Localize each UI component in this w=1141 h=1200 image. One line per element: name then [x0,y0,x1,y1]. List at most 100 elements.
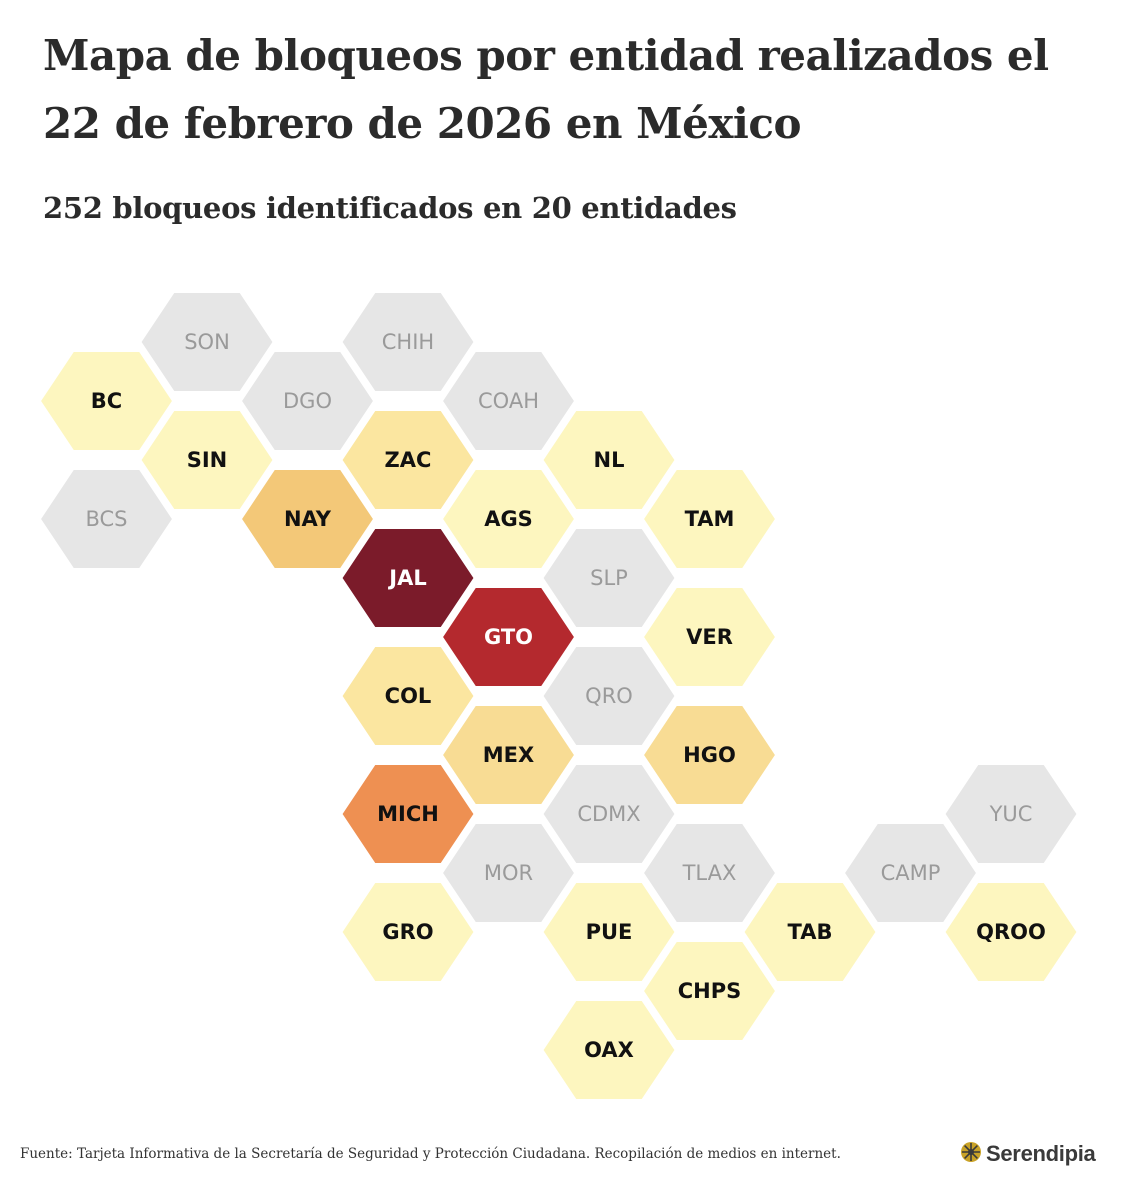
hex-state-tam[interactable]: TAM [642,469,777,569]
hex-tile [341,528,475,628]
hex-state-chih[interactable]: CHIH [341,292,475,392]
hex-state-coah[interactable]: COAH [441,351,576,451]
hex-label: CDMX [577,802,640,826]
hex-state-qroo[interactable]: QROO [944,882,1078,982]
hex-tile [542,1000,676,1100]
hex-label: JAL [387,566,426,590]
hex-state-col[interactable]: COL [341,646,475,746]
hex-tile [341,410,475,510]
hex-state-pue[interactable]: PUE [542,882,676,982]
hex-state-nay[interactable]: NAY [240,469,375,569]
brand-name: Serendipia [986,1141,1096,1166]
hex-label: GTO [484,625,533,649]
hex-state-dgo[interactable]: DGO [240,351,375,451]
hex-label: BC [91,389,122,413]
hex-label: CHIH [382,330,434,354]
hex-state-chps[interactable]: CHPS [642,941,777,1041]
hex-tile [240,351,375,451]
hex-label: CAMP [881,861,941,885]
hex-tile [642,469,777,569]
hex-label: NAY [284,507,332,531]
hex-label: SON [184,330,230,354]
hex-state-mich[interactable]: MICH [341,764,475,864]
hex-tile [441,823,576,923]
hex-tile [542,410,676,510]
hex-label: TAM [685,507,735,531]
hex-state-yuc[interactable]: YUC [944,764,1078,864]
hex-state-cdmx[interactable]: CDMX [542,764,676,864]
hex-tile [642,705,777,805]
hex-tile [441,469,576,569]
hex-tile [743,882,877,982]
hex-label: SLP [590,566,628,590]
hex-state-ver[interactable]: VER [642,587,777,687]
hex-label: AGS [484,507,533,531]
chart-title: Mapa de bloqueos por entidad realizados … [43,31,1049,148]
hex-label: MEX [483,743,534,767]
hex-tile [341,292,475,392]
hex-state-tab[interactable]: TAB [743,882,877,982]
hex-tile [240,469,375,569]
hex-label: MOR [484,861,533,885]
hex-label: ZAC [385,448,432,472]
hex-tile [843,823,978,923]
hex-tile [140,410,274,510]
hex-tile [642,587,777,687]
hex-label: QRO [585,684,633,708]
hex-label: SIN [187,448,228,472]
sunburst-icon [960,1141,982,1167]
hex-tile [140,292,274,392]
hex-label: GRO [382,920,433,944]
hex-state-tlax[interactable]: TLAX [642,823,777,923]
hex-state-mex[interactable]: MEX [441,705,576,805]
hex-state-mor[interactable]: MOR [441,823,576,923]
hex-state-nl[interactable]: NL [542,410,676,510]
hex-state-slp[interactable]: SLP [542,528,676,628]
hex-state-oax[interactable]: OAX [542,1000,676,1100]
brand-logo[interactable]: Serendipia [960,1141,1096,1167]
hex-label: MICH [377,802,439,826]
hex-label: DGO [283,389,332,413]
hex-state-hgo[interactable]: HGO [642,705,777,805]
hex-map: SON CHIH BC DGO COAH SIN ZAC NL BCS NAY AGS TAM JAL S… [39,292,1078,1100]
hex-state-gro[interactable]: GRO [341,882,475,982]
hex-tile [542,882,676,982]
hex-label: HGO [683,743,736,767]
hex-label: TLAX [682,861,737,885]
hex-state-qro[interactable]: QRO [542,646,676,746]
hex-tile [642,941,777,1041]
source-note: Fuente: Tarjeta Informativa de la Secret… [20,1146,841,1162]
hex-tile [39,351,174,451]
hex-label: BCS [85,507,127,531]
hex-tile [542,528,676,628]
hex-state-bc[interactable]: BC [39,351,174,451]
hex-tile [441,587,576,687]
hex-tile [944,882,1078,982]
hex-tile [944,764,1078,864]
hex-label: PUE [586,920,633,944]
hex-tile [642,823,777,923]
hex-label: TAB [788,920,833,944]
hex-state-son[interactable]: SON [140,292,274,392]
hex-label: OAX [584,1038,634,1062]
hex-state-ags[interactable]: AGS [441,469,576,569]
hex-label: QROO [976,920,1046,944]
hex-state-gto[interactable]: GTO [441,587,576,687]
hex-label: COAH [478,389,539,413]
hex-state-camp[interactable]: CAMP [843,823,978,923]
hex-label: CHPS [678,979,742,1003]
hex-tile [441,351,576,451]
hex-tile [341,764,475,864]
hex-label: COL [385,684,432,708]
hex-state-bcs[interactable]: BCS [39,469,174,569]
hex-tile [341,646,475,746]
hex-tile [542,646,676,746]
hex-state-jal[interactable]: JAL [341,528,475,628]
hex-label: VER [686,625,733,649]
hex-tile [39,469,174,569]
hex-state-sin[interactable]: SIN [140,410,274,510]
hex-tile [542,764,676,864]
hex-tile [441,705,576,805]
hex-state-zac[interactable]: ZAC [341,410,475,510]
hex-label: NL [594,448,625,472]
